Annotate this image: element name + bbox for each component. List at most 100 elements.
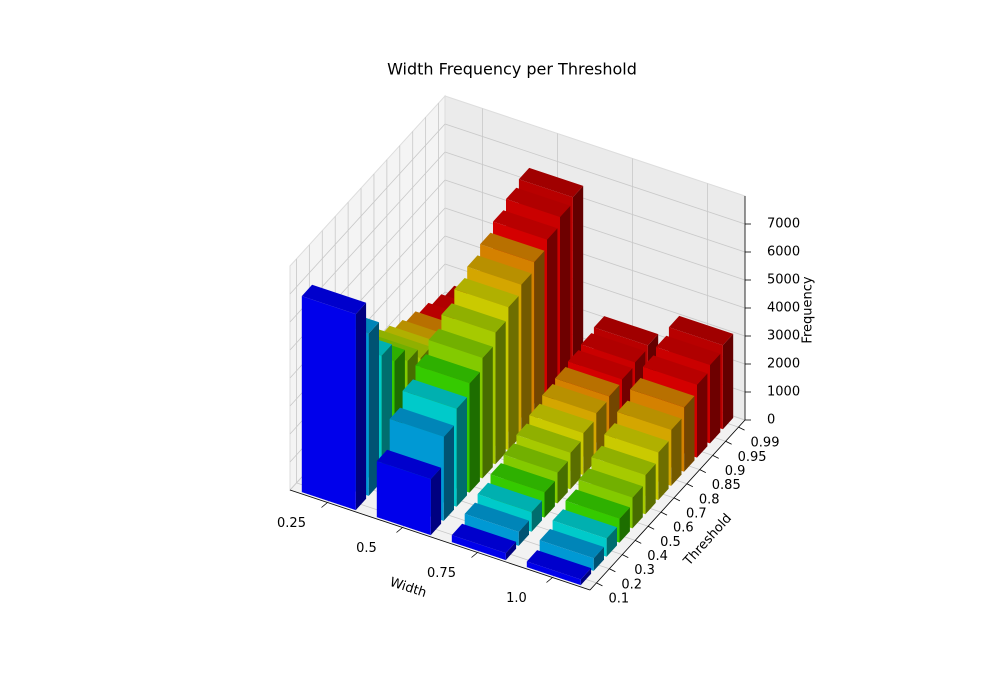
- bar-top: [568, 350, 633, 380]
- y-tick-label: 0.4: [647, 549, 668, 564]
- bar: [301, 284, 367, 511]
- y-tick: [660, 511, 668, 516]
- x-tick: [546, 577, 553, 583]
- bar-top: [516, 423, 581, 453]
- grid-line: [444, 179, 746, 281]
- z-tick-label: 7000: [767, 217, 800, 232]
- bar-side: [443, 425, 454, 521]
- bar-side: [580, 568, 592, 586]
- bar-top: [389, 407, 454, 437]
- y-tick-label: 0.3: [634, 563, 655, 578]
- y-tick-label: 0.95: [738, 450, 767, 465]
- bar-side: [521, 273, 532, 436]
- bar-top: [656, 335, 721, 365]
- bar: [539, 529, 604, 571]
- bar-side: [544, 481, 555, 518]
- z-tick-label: 0: [767, 413, 775, 428]
- x-tick: [321, 502, 328, 508]
- bar-front: [451, 535, 506, 561]
- bar-top: [552, 509, 617, 539]
- y-tick-label: 0.5: [660, 535, 681, 550]
- bar-top: [529, 403, 594, 434]
- bar-top: [542, 384, 607, 414]
- bar-side: [697, 373, 708, 458]
- bar-top: [581, 333, 646, 363]
- bar-side: [547, 228, 558, 408]
- bar-front: [539, 540, 594, 571]
- bar-front: [464, 513, 519, 546]
- y-tick: [686, 483, 694, 488]
- y-tick-label: 0.8: [699, 492, 720, 507]
- bar-top: [480, 232, 545, 263]
- x-tick-label: 0.75: [427, 566, 456, 581]
- grid-line: [444, 151, 746, 253]
- z-tick-label: 4000: [767, 301, 800, 316]
- x-axis-label: Width: [388, 575, 429, 601]
- bar-top: [490, 463, 555, 493]
- y-tick-label: 0.2: [621, 577, 642, 592]
- bar-side: [606, 527, 617, 557]
- bar-side: [572, 185, 584, 380]
- bar-side: [505, 541, 517, 561]
- bar-side: [534, 250, 545, 422]
- bar-side: [456, 397, 467, 507]
- bar-side: [560, 205, 571, 394]
- y-tick: [622, 554, 629, 558]
- bar-side: [430, 467, 442, 536]
- bar-top: [301, 284, 367, 315]
- bar-top: [454, 278, 519, 308]
- y-tick-label: 0.6: [673, 521, 694, 536]
- bar-top: [428, 328, 493, 358]
- y-tick: [609, 568, 616, 573]
- bar-front: [376, 461, 431, 536]
- bar-side: [355, 302, 367, 511]
- y-tick: [725, 440, 732, 445]
- bar-side: [531, 500, 542, 532]
- bar-side: [632, 486, 643, 529]
- bar-side: [508, 296, 519, 451]
- bar-top: [376, 449, 442, 480]
- bar-side: [583, 421, 594, 476]
- bar-top: [565, 489, 630, 519]
- bar-top: [451, 523, 517, 554]
- x-tick: [471, 552, 478, 558]
- bar: [451, 523, 517, 561]
- bar-top: [506, 187, 571, 217]
- y-tick: [635, 540, 642, 544]
- bar-top: [604, 423, 669, 453]
- bar-top: [668, 315, 734, 346]
- y-tick: [596, 582, 603, 587]
- y-tick-label: 0.1: [608, 591, 629, 606]
- y-tick: [673, 497, 681, 502]
- x-tick-label: 1.0: [506, 591, 527, 606]
- bar-top: [464, 502, 529, 532]
- y-tick-label: 0.7: [686, 506, 707, 521]
- bar-side: [658, 441, 669, 501]
- bar-top: [518, 167, 584, 198]
- bar-side: [684, 396, 695, 472]
- bar-side: [645, 463, 656, 515]
- x-tick-label: 0.5: [356, 541, 377, 556]
- bar-top: [402, 379, 467, 409]
- bar-side: [619, 507, 630, 543]
- bar-side: [482, 346, 493, 479]
- bar-side: [381, 344, 392, 482]
- bar-side: [368, 322, 379, 496]
- grid-line: [444, 123, 746, 225]
- bar-side: [710, 353, 721, 444]
- bar-side: [570, 441, 581, 490]
- bar-top: [630, 378, 695, 408]
- y-tick: [712, 455, 719, 459]
- z-tick-label: 6000: [767, 245, 800, 260]
- bar-top: [467, 255, 532, 285]
- bar-top: [591, 445, 656, 476]
- bar-top: [643, 355, 708, 385]
- y-tick-label: 0.85: [712, 478, 741, 493]
- y-tick: [699, 469, 706, 473]
- bar-top: [477, 482, 542, 513]
- bar-top: [415, 354, 480, 384]
- bar-top: [503, 443, 568, 473]
- bars: [301, 167, 734, 586]
- chart-title: Width Frequency per Threshold: [387, 60, 637, 79]
- z-tick-label: 1000: [767, 385, 800, 400]
